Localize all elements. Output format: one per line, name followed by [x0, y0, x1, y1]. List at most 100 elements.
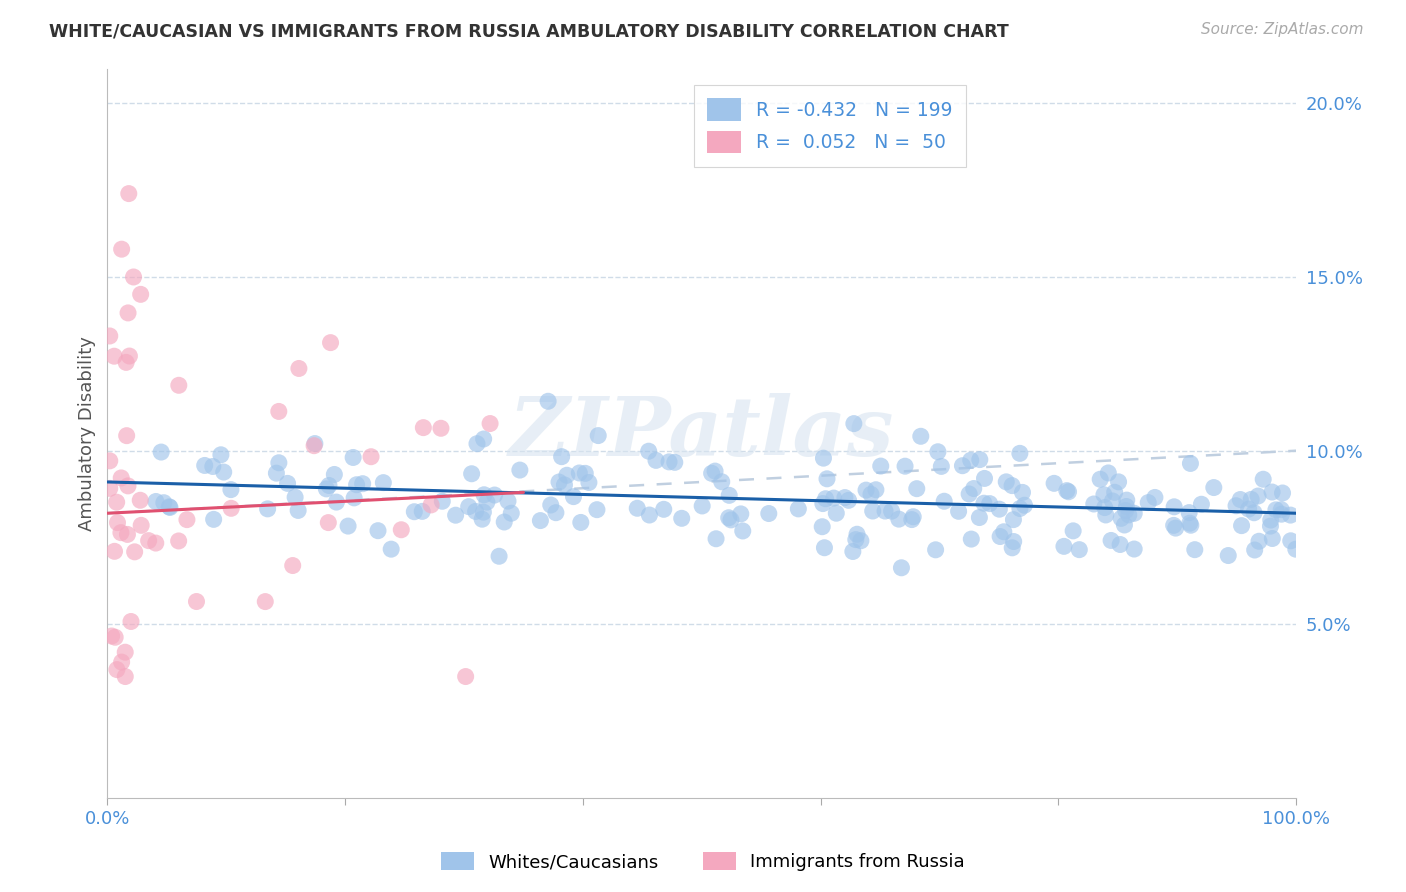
Point	[117, 306, 139, 320]
Point	[813, 541, 835, 555]
Point	[1108, 475, 1130, 489]
Point	[1163, 518, 1185, 533]
Point	[412, 420, 434, 434]
Point	[658, 455, 681, 469]
Point	[671, 511, 693, 525]
Point	[700, 467, 723, 481]
Point	[103, 544, 125, 558]
Point	[457, 500, 479, 514]
Point	[838, 493, 860, 508]
Point	[496, 494, 519, 508]
Point	[114, 669, 136, 683]
Point	[995, 475, 1018, 489]
Point	[167, 533, 190, 548]
Point	[574, 467, 596, 481]
Point	[1083, 497, 1105, 511]
Point	[1143, 491, 1166, 505]
Point	[346, 477, 368, 491]
Point	[880, 504, 903, 518]
Point	[1069, 542, 1091, 557]
Point	[302, 439, 325, 453]
Point	[118, 186, 141, 201]
Point	[110, 525, 132, 540]
Point	[862, 504, 884, 518]
Point	[960, 532, 983, 546]
Point	[1218, 549, 1240, 563]
Point	[931, 459, 953, 474]
Point	[115, 355, 138, 369]
Point	[1088, 472, 1111, 486]
Point	[811, 497, 834, 511]
Point	[1229, 492, 1251, 507]
Point	[304, 436, 326, 450]
Point	[1230, 518, 1253, 533]
Point	[389, 523, 412, 537]
Point	[120, 615, 142, 629]
Point	[969, 452, 991, 467]
Point	[903, 509, 925, 524]
Point	[464, 504, 486, 518]
Point	[1053, 540, 1076, 554]
Point	[277, 476, 299, 491]
Point	[973, 496, 995, 510]
Point	[988, 502, 1011, 516]
Point	[488, 549, 510, 564]
Point	[266, 466, 288, 480]
Point	[404, 505, 426, 519]
Point	[1261, 532, 1284, 546]
Point	[550, 450, 572, 464]
Point	[814, 491, 837, 506]
Point	[337, 519, 360, 533]
Point	[1189, 497, 1212, 511]
Point	[444, 508, 467, 523]
Point	[1097, 466, 1119, 480]
Point	[859, 487, 882, 501]
Point	[281, 558, 304, 573]
Point	[849, 533, 872, 548]
Point	[103, 349, 125, 363]
Point	[150, 445, 173, 459]
Point	[934, 494, 956, 508]
Point	[479, 417, 502, 431]
Point	[910, 429, 932, 443]
Point	[98, 482, 121, 496]
Point	[1001, 541, 1024, 555]
Point	[993, 524, 1015, 539]
Point	[979, 497, 1001, 511]
Point	[720, 513, 742, 527]
Point	[107, 516, 129, 530]
Point	[957, 487, 980, 501]
Point	[730, 507, 752, 521]
Text: WHITE/CAUCASIAN VS IMMIGRANTS FROM RUSSIA AMBULATORY DISABILITY CORRELATION CHAR: WHITE/CAUCASIAN VS IMMIGRANTS FROM RUSSI…	[49, 22, 1010, 40]
Point	[117, 479, 139, 493]
Point	[717, 510, 740, 524]
Point	[638, 508, 661, 522]
Point	[823, 491, 845, 505]
Point	[1163, 500, 1185, 514]
Point	[988, 529, 1011, 543]
Point	[471, 512, 494, 526]
Point	[1094, 508, 1116, 522]
Point	[813, 451, 835, 466]
Point	[873, 504, 896, 518]
Point	[952, 458, 974, 473]
Point	[1260, 513, 1282, 527]
Point	[834, 491, 856, 505]
Point	[318, 516, 340, 530]
Point	[153, 496, 176, 510]
Point	[529, 514, 551, 528]
Point	[825, 506, 848, 520]
Point	[1180, 457, 1202, 471]
Point	[626, 501, 648, 516]
Point	[118, 349, 141, 363]
Point	[373, 475, 395, 490]
Point	[201, 459, 224, 474]
Point	[1237, 502, 1260, 516]
Point	[1094, 500, 1116, 515]
Point	[186, 594, 208, 608]
Point	[325, 495, 347, 509]
Point	[578, 475, 600, 490]
Point	[472, 505, 495, 519]
Point	[1109, 537, 1132, 551]
Point	[104, 630, 127, 644]
